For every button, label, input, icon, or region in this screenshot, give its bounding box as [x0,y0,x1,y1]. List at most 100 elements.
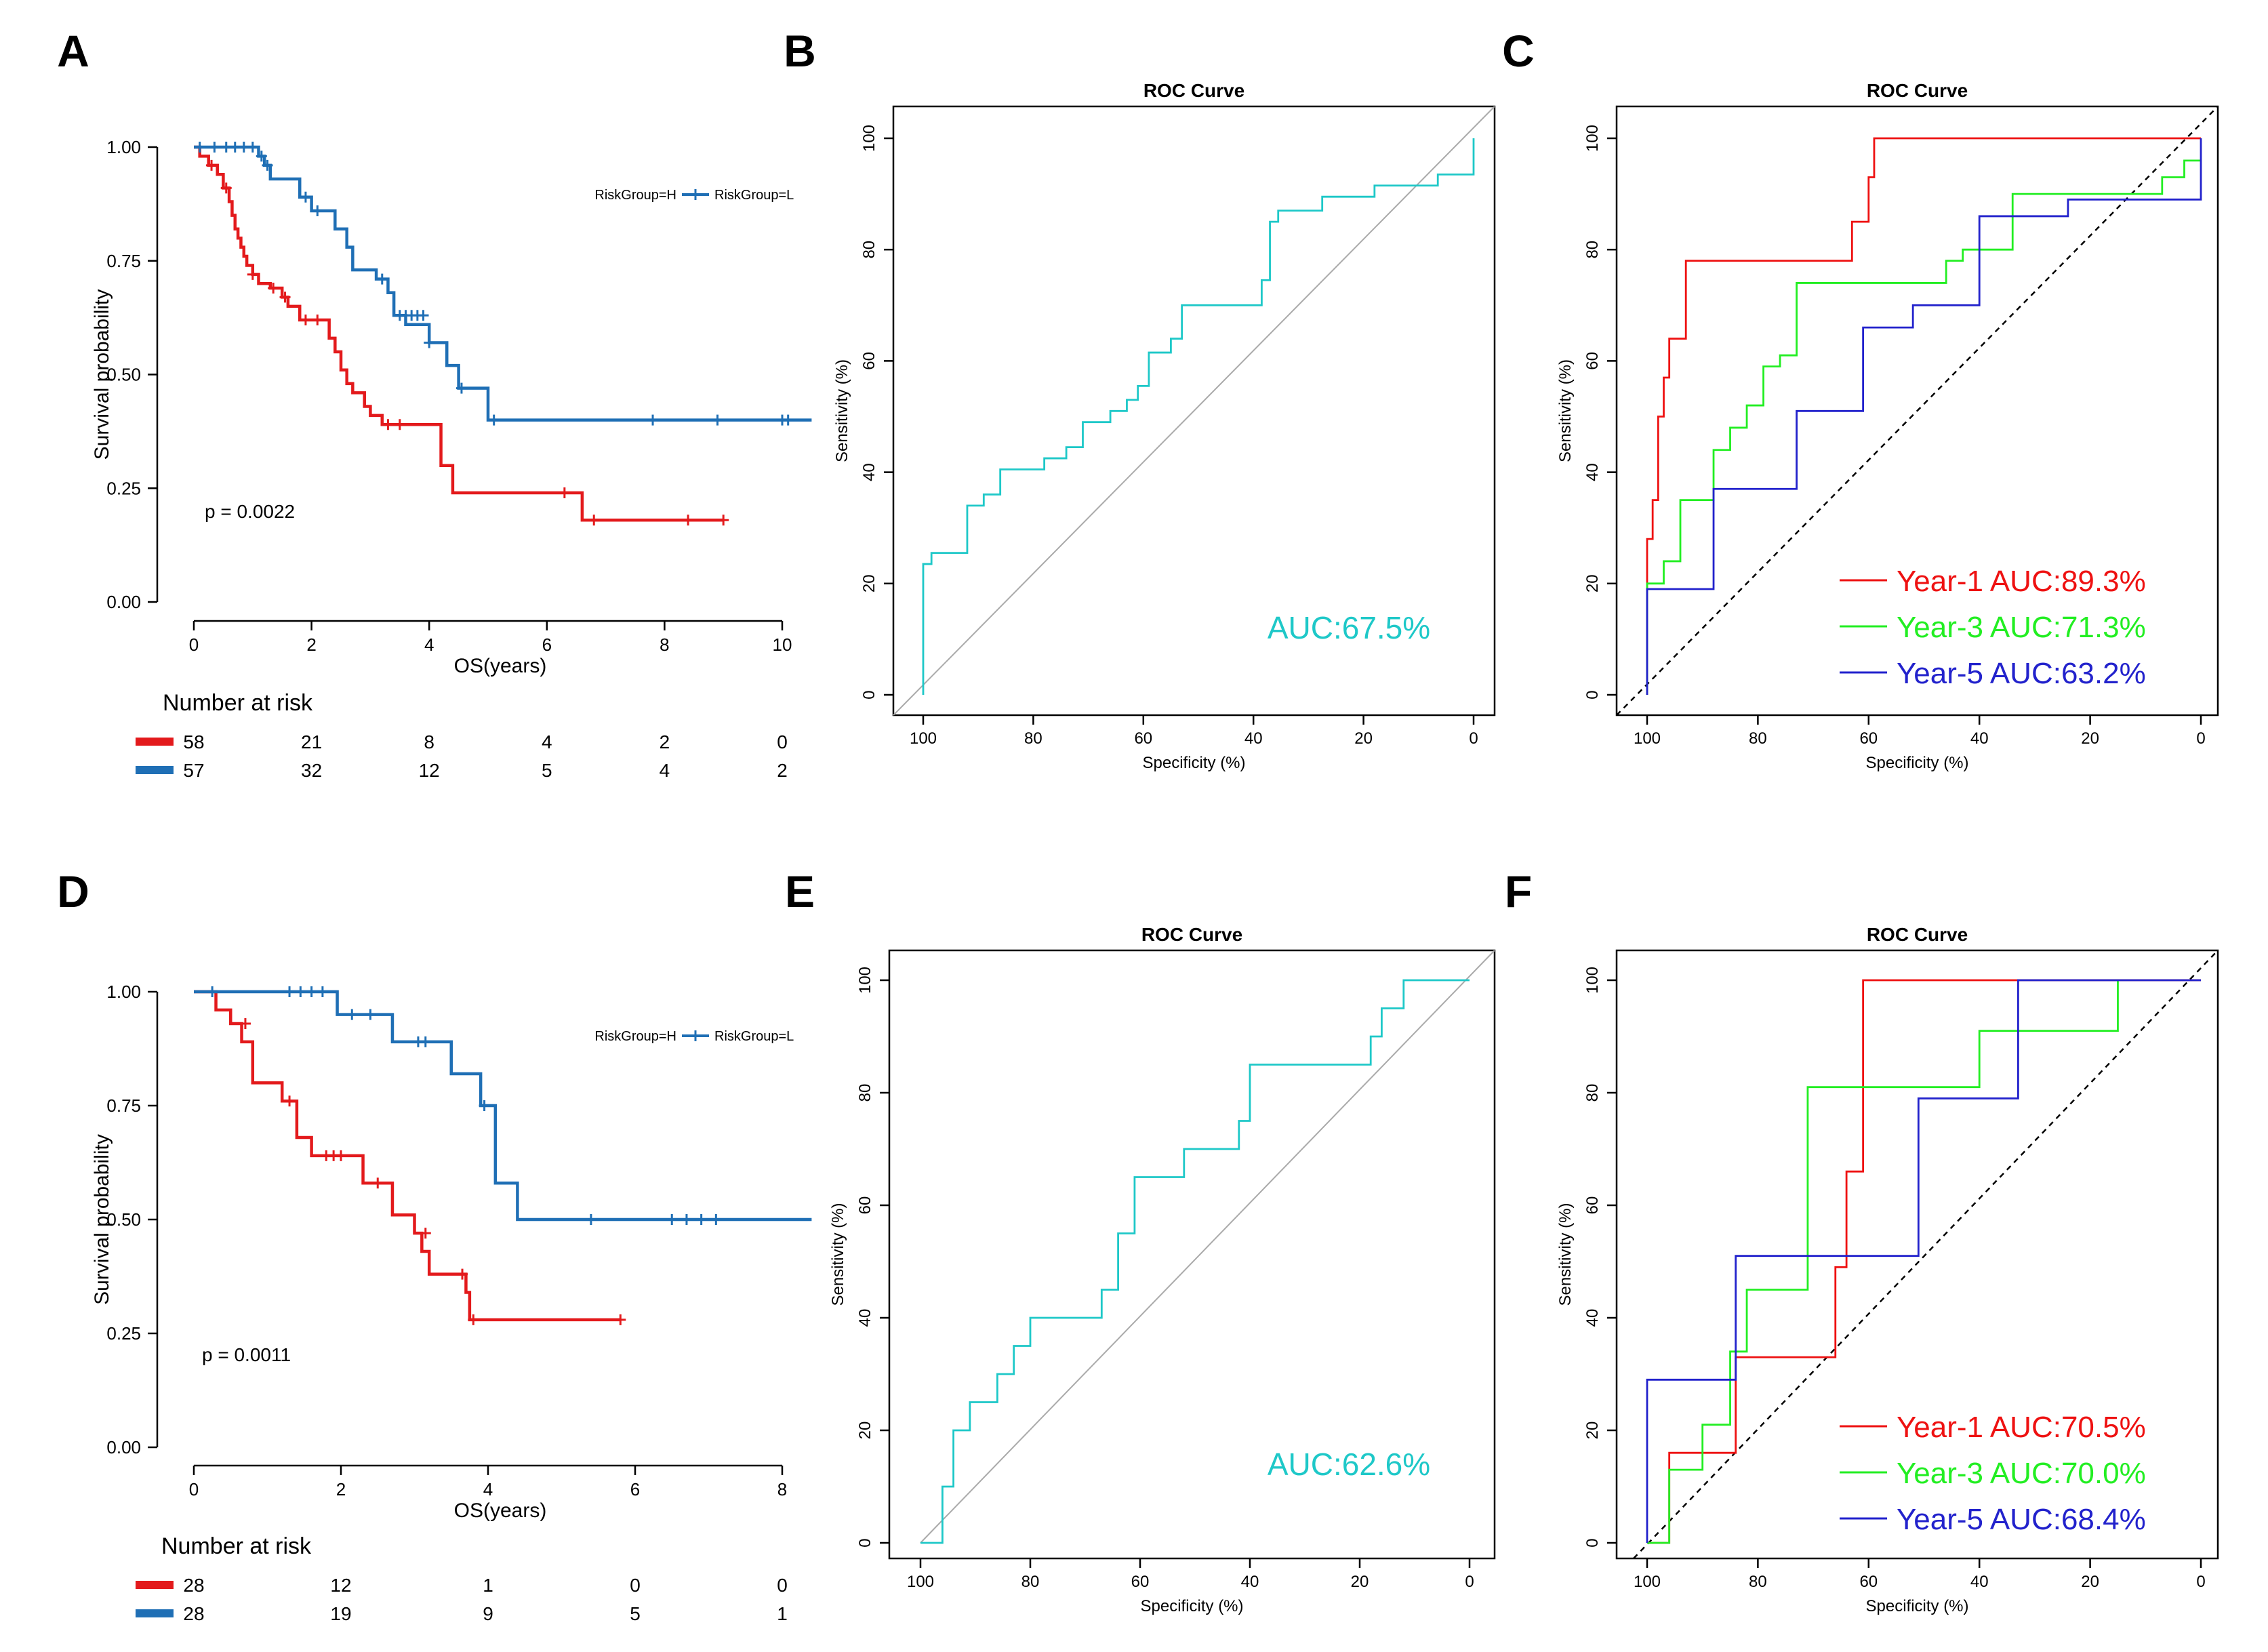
x-tick-label: 2 [336,1479,346,1499]
censor-mark [615,1314,626,1325]
y-tick-label: 100 [860,125,878,152]
legend-label-high-risk: RiskGroup=H [594,1029,676,1044]
x-tick-label: 8 [660,634,669,655]
censor-mark [209,142,220,153]
y-axis-title: Sensitivity (%) [1556,1203,1575,1306]
legend-label-year-5: Year-5 AUC:68.4% [1897,1503,2146,1536]
y-tick-label: 20 [860,574,878,592]
censor-mark [683,515,694,526]
x-tick-label: 80 [1749,1573,1767,1591]
y-tick-label: 20 [1583,574,1602,592]
y-tick-label: 40 [1583,463,1602,481]
reference-diagonal [893,106,1495,716]
panel-letter-d: D [57,866,89,916]
risk-table-cell: 12 [330,1575,351,1596]
censor-mark [420,1036,431,1047]
censor-mark [336,1150,346,1161]
roc-curve-year-5 [1646,138,2202,695]
y-tick-label: 20 [1583,1422,1602,1440]
plot-frame [1615,105,2219,717]
x-tick-label: 10 [773,634,792,655]
censor-mark [346,1009,358,1020]
y-tick-label: 60 [1583,352,1602,370]
censor-mark [295,986,306,997]
legend-label-low-risk: RiskGroup=L [714,1029,794,1044]
x-tick-label: 100 [910,729,937,748]
censor-mark [284,986,296,997]
censor-mark [247,142,258,153]
censor-mark [372,1177,384,1189]
x-tick-label: 100 [1634,1573,1661,1591]
y-tick-label: 60 [856,1196,874,1215]
y-tick-label: 0.00 [106,592,141,612]
risk-table-cell: 19 [330,1603,351,1624]
x-tick-label: 20 [1351,1573,1369,1591]
x-tick-label: 4 [483,1479,493,1499]
legend-label-low-risk: RiskGroup=L [714,188,794,203]
censor-mark [382,419,394,430]
risk-table-cell: 4 [542,731,552,752]
plot-frame [1615,949,2219,1560]
censor-mark [268,283,279,294]
y-tick-label: 0.25 [106,478,141,498]
y-tick-label: 0.50 [106,1209,141,1230]
y-tick-label: 0 [856,1538,874,1547]
censor-mark [394,419,405,430]
x-tick-label: 20 [2081,729,2099,748]
roc-curve-model [922,138,1475,695]
risk-table-cell: 2 [777,760,788,781]
panel-letter-b: B [784,26,816,76]
y-axis-title: Survival probability [91,1134,113,1305]
auc-annotation: AUC:62.6% [1268,1447,1430,1482]
y-tick-label: 0 [1583,1538,1602,1547]
risk-table-cell: 2 [660,731,670,752]
x-axis-title: OS(years) [454,1499,547,1522]
survival-curve-high-risk [194,145,724,522]
y-axis-title: Sensitivity (%) [1556,359,1575,462]
censor-mark [279,291,291,303]
x-tick-label: 60 [1134,729,1152,748]
x-axis-title: Specificity (%) [1865,754,1968,772]
reference-diagonal [920,950,1495,1544]
x-axis-title: Specificity (%) [1865,1597,1968,1615]
x-tick-label: 0 [2196,1573,2205,1591]
x-tick-label: 0 [2196,729,2205,748]
roc-plot-f: ROC Curve 0 20 40 60 80 100 100 80 60 40 20 0 Specifi… [1556,924,2219,1615]
censor-mark [588,515,600,526]
plot-frame [892,105,1496,717]
censor-mark [681,1214,692,1225]
y-tick-label: 100 [1583,125,1602,152]
y-tick-label: 1.00 [106,982,141,1002]
chart-title: ROC Curve [1141,924,1242,945]
y-tick-label: 80 [856,1084,874,1102]
legend-label-year-3: Year-3 AUC:70.0% [1897,1457,2146,1490]
x-tick-label: 20 [1354,729,1373,748]
x-tick-label: 2 [306,634,316,655]
censor-mark [206,159,218,171]
censor-mark [376,273,388,285]
risk-table-cell: 8 [424,731,434,752]
censor-mark [239,1018,251,1030]
y-tick-label: 0.25 [106,1323,141,1344]
censor-mark [300,314,311,325]
risk-table-cell: 32 [301,760,322,781]
x-tick-label: 40 [1241,1573,1259,1591]
y-axis-title: Sensitivity (%) [829,1203,847,1306]
censor-mark [468,1314,479,1325]
y-tick-label: 80 [1583,1084,1602,1102]
y-tick-label: 80 [1583,241,1602,259]
censor-mark [710,1214,722,1225]
x-tick-label: 40 [1970,729,1989,748]
x-tick-label: 80 [1024,729,1042,748]
y-axis-title: Survival probability [91,289,113,460]
km-plot-a: 0.00 0.25 0.50 0.75 1.00 0 2 4 6 8 10 OS(years) Surv… [91,137,812,781]
censor-mark [300,191,311,203]
risk-table-title: Number at risk [163,690,313,716]
risk-table-cell: 28 [183,1603,204,1624]
legend-label-high-risk: RiskGroup=H [594,188,676,203]
x-tick-label: 0 [1465,1573,1474,1591]
censor-mark [647,414,659,426]
x-tick-label: 0 [189,634,199,655]
y-tick-label: 0.75 [106,1095,141,1116]
